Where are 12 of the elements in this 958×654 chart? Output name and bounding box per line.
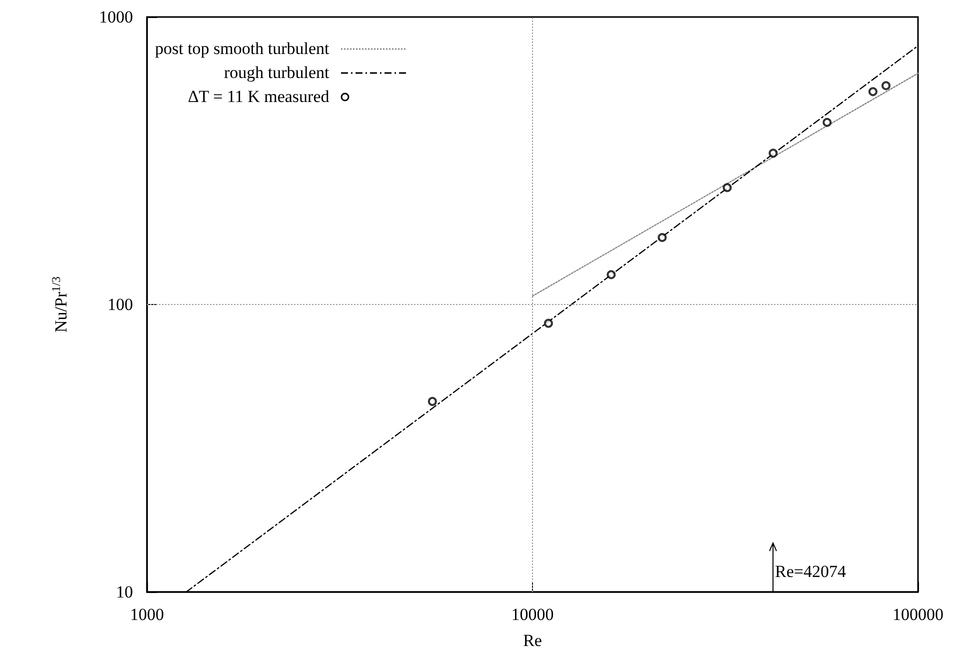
x-axis-title: Re [523, 631, 542, 650]
y-tick-label: 100 [108, 295, 133, 314]
legend-label: post top smooth turbulent [155, 39, 330, 59]
y-tick-label: 10 [116, 582, 133, 602]
x-tick-label: 10000 [511, 605, 554, 624]
x-tick-label: 100000 [892, 605, 944, 624]
y-axis-title: Nu/Pr1/3 [49, 276, 70, 332]
legend-label: ΔT = 11 K measured [186, 87, 330, 107]
legend-label: rough turbulent [222, 63, 330, 83]
y-tick-label: 1000 [99, 8, 133, 26]
x-tick-label: 1000 [130, 605, 164, 624]
ref-line-label: Re=42074 [775, 562, 846, 582]
